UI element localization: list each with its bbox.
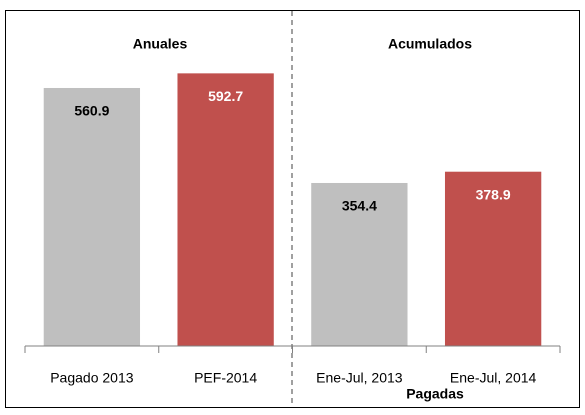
bar — [311, 182, 408, 346]
value-label: 592.7 — [208, 88, 243, 104]
value-label: 354.4 — [342, 198, 377, 214]
group-label: Acumulados — [388, 36, 472, 52]
x-tick-label: Ene-Jul, 2014 — [450, 370, 537, 386]
x-tick-label: Pagado 2013 — [50, 370, 134, 386]
bar — [43, 87, 141, 347]
bar — [177, 73, 274, 346]
bar — [444, 171, 542, 346]
value-label: 378.9 — [476, 186, 511, 202]
group-label: Anuales — [133, 36, 188, 52]
x-tick-label: Ene-Jul, 2013 — [316, 370, 403, 386]
x-tick-label: PEF-2014 — [194, 370, 257, 386]
annotation: Pagadas — [406, 386, 464, 402]
value-label: 560.9 — [74, 103, 109, 119]
